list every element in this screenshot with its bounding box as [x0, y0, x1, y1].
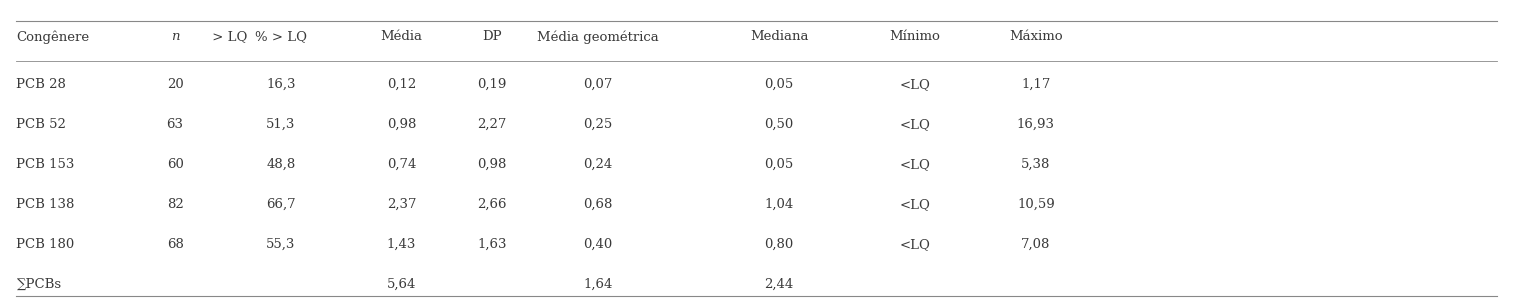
Text: <LQ: <LQ — [900, 118, 930, 131]
Text: Congênere: Congênere — [17, 30, 89, 44]
Text: 5,64: 5,64 — [387, 278, 416, 291]
Text: <LQ: <LQ — [900, 78, 930, 91]
Text: 10,59: 10,59 — [1017, 198, 1055, 211]
Text: 16,3: 16,3 — [266, 78, 295, 91]
Text: <LQ: <LQ — [900, 158, 930, 171]
Text: % > LQ: % > LQ — [254, 30, 307, 43]
Text: 0,07: 0,07 — [583, 78, 613, 91]
Text: 1,17: 1,17 — [1021, 78, 1050, 91]
Text: 0,50: 0,50 — [764, 118, 794, 131]
Text: 5,38: 5,38 — [1021, 158, 1050, 171]
Text: 1,43: 1,43 — [387, 238, 416, 251]
Text: 0,19: 0,19 — [478, 78, 507, 91]
Text: Média geométrica: Média geométrica — [537, 30, 658, 44]
Text: PCB 28: PCB 28 — [17, 78, 67, 91]
Text: PCB 138: PCB 138 — [17, 198, 74, 211]
Text: Mediana: Mediana — [750, 30, 808, 43]
Text: 66,7: 66,7 — [266, 198, 295, 211]
Text: 7,08: 7,08 — [1021, 238, 1050, 251]
Text: Média: Média — [381, 30, 422, 43]
Text: 68: 68 — [166, 238, 183, 251]
Text: 0,05: 0,05 — [764, 78, 794, 91]
Text: 2,27: 2,27 — [478, 118, 507, 131]
Text: 16,93: 16,93 — [1017, 118, 1055, 131]
Text: DP: DP — [483, 30, 502, 43]
Text: <LQ: <LQ — [900, 198, 930, 211]
Text: PCB 180: PCB 180 — [17, 238, 74, 251]
Text: 1,04: 1,04 — [764, 198, 794, 211]
Text: 0,05: 0,05 — [764, 158, 794, 171]
Text: PCB 153: PCB 153 — [17, 158, 74, 171]
Text: 0,68: 0,68 — [583, 198, 613, 211]
Text: 60: 60 — [166, 158, 183, 171]
Text: <LQ: <LQ — [900, 238, 930, 251]
Text: 0,80: 0,80 — [764, 238, 794, 251]
Text: 1,63: 1,63 — [478, 238, 507, 251]
Text: 82: 82 — [166, 198, 183, 211]
Text: Máximo: Máximo — [1009, 30, 1062, 43]
Text: 20: 20 — [166, 78, 183, 91]
Text: > LQ: > LQ — [209, 30, 248, 43]
Text: 0,98: 0,98 — [387, 118, 416, 131]
Text: 48,8: 48,8 — [266, 158, 295, 171]
Text: 0,98: 0,98 — [478, 158, 507, 171]
Text: 1,64: 1,64 — [583, 278, 613, 291]
Text: 51,3: 51,3 — [266, 118, 295, 131]
Text: 55,3: 55,3 — [266, 238, 295, 251]
Text: 2,66: 2,66 — [478, 198, 507, 211]
Text: n: n — [171, 30, 180, 43]
Text: 0,12: 0,12 — [387, 78, 416, 91]
Text: 0,74: 0,74 — [387, 158, 416, 171]
Text: 2,44: 2,44 — [764, 278, 794, 291]
Text: 0,40: 0,40 — [584, 238, 613, 251]
Text: 0,24: 0,24 — [584, 158, 613, 171]
Text: Mínimo: Mínimo — [890, 30, 941, 43]
Text: ∑PCBs: ∑PCBs — [17, 278, 62, 291]
Text: 0,25: 0,25 — [584, 118, 613, 131]
Text: 63: 63 — [166, 118, 183, 131]
Text: 2,37: 2,37 — [387, 198, 416, 211]
Text: PCB 52: PCB 52 — [17, 118, 67, 131]
